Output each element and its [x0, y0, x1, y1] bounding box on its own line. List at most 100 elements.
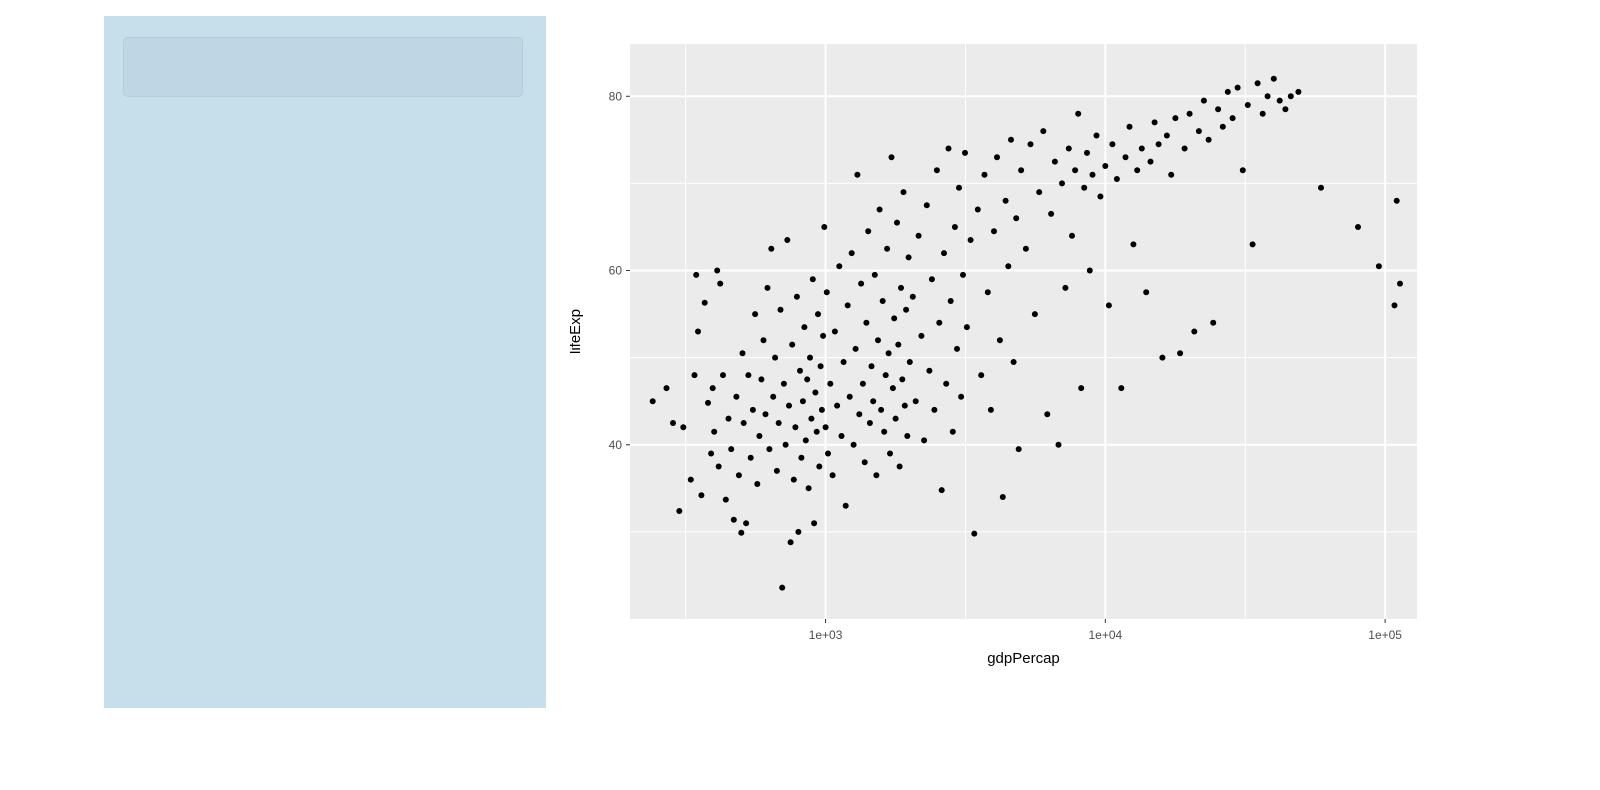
data-point — [649, 398, 656, 405]
data-point — [868, 363, 875, 370]
data-point — [801, 324, 808, 331]
data-point — [1113, 176, 1120, 182]
data-point — [827, 380, 834, 387]
sidebar-input-well — [123, 37, 523, 97]
data-point — [887, 450, 893, 457]
data-point — [852, 345, 859, 352]
data-point — [889, 385, 896, 392]
data-point — [943, 380, 950, 387]
data-point — [1044, 411, 1051, 418]
data-point — [725, 415, 732, 422]
data-point — [936, 319, 943, 326]
data-point — [1013, 215, 1020, 222]
data-point — [740, 420, 747, 426]
data-point — [912, 398, 919, 405]
data-point — [777, 306, 784, 313]
data-point — [735, 472, 742, 479]
data-point — [1122, 154, 1129, 161]
data-point — [812, 389, 819, 396]
data-point — [829, 472, 836, 479]
data-point — [938, 487, 945, 494]
data-point — [1031, 311, 1038, 318]
data-point — [772, 354, 779, 361]
data-point — [905, 254, 912, 261]
data-point — [728, 446, 735, 453]
data-point — [1224, 88, 1231, 95]
data-point — [858, 280, 865, 287]
data-point — [1181, 145, 1188, 152]
data-point — [949, 428, 956, 435]
data-point — [1147, 158, 1154, 165]
data-point — [1393, 197, 1400, 204]
data-point — [749, 406, 756, 413]
data-point — [1055, 441, 1062, 448]
data-point — [931, 406, 938, 413]
data-point — [715, 463, 722, 470]
data-points — [649, 75, 1403, 591]
data-point — [1219, 123, 1226, 130]
data-point — [884, 245, 891, 252]
data-point — [1155, 141, 1162, 148]
data-point — [838, 433, 845, 439]
data-point — [994, 154, 1000, 161]
data-point — [974, 206, 981, 213]
data-point — [1062, 284, 1069, 291]
data-point — [822, 424, 829, 431]
data-point — [711, 428, 718, 435]
data-point — [823, 289, 830, 296]
data-point — [895, 341, 902, 348]
data-point — [1089, 171, 1096, 178]
data-point — [844, 302, 851, 309]
data-point — [730, 516, 737, 523]
data-point — [1159, 354, 1166, 361]
data-point — [891, 315, 898, 322]
data-point — [687, 476, 694, 483]
data-point — [885, 350, 892, 357]
data-point — [1249, 241, 1256, 248]
data-point — [831, 328, 838, 335]
data-point — [1287, 93, 1294, 100]
data-point — [1005, 263, 1012, 270]
data-point — [754, 481, 761, 487]
data-point — [1234, 84, 1241, 91]
data-point — [758, 376, 765, 383]
data-point — [846, 393, 853, 400]
data-point — [1200, 97, 1207, 104]
data-point — [1081, 184, 1088, 191]
data-point — [1015, 446, 1022, 453]
data-point — [894, 219, 900, 226]
data-point — [820, 332, 827, 339]
data-point — [918, 332, 925, 339]
data-point — [701, 299, 708, 306]
data-point — [793, 293, 800, 300]
data-point — [762, 411, 769, 418]
data-point — [876, 206, 883, 213]
data-point — [836, 263, 843, 270]
data-point — [818, 406, 825, 413]
data-point — [859, 380, 866, 387]
data-point — [923, 202, 930, 209]
scatter-plot: 1e+03 1e+04 1e+05 40 60 80 gdpPercap lifeExp — [567, 44, 1417, 667]
data-point — [795, 528, 802, 535]
data-point — [676, 508, 683, 514]
data-point — [790, 476, 797, 483]
data-point — [954, 345, 960, 352]
data-point — [1151, 119, 1158, 126]
data-point — [1264, 93, 1271, 100]
data-point — [705, 399, 711, 406]
data-point — [987, 406, 994, 413]
data-point — [745, 372, 752, 379]
data-point — [892, 415, 899, 422]
data-point — [773, 467, 780, 474]
data-point — [1048, 210, 1055, 217]
data-point — [708, 450, 715, 457]
data-point — [1259, 110, 1266, 117]
data-point — [1078, 385, 1085, 392]
data-point — [760, 337, 767, 344]
data-point — [809, 276, 816, 283]
x-tick-label: 1e+05 — [1368, 628, 1402, 642]
data-point — [1130, 241, 1137, 248]
data-point — [909, 293, 916, 300]
data-point — [901, 402, 908, 409]
